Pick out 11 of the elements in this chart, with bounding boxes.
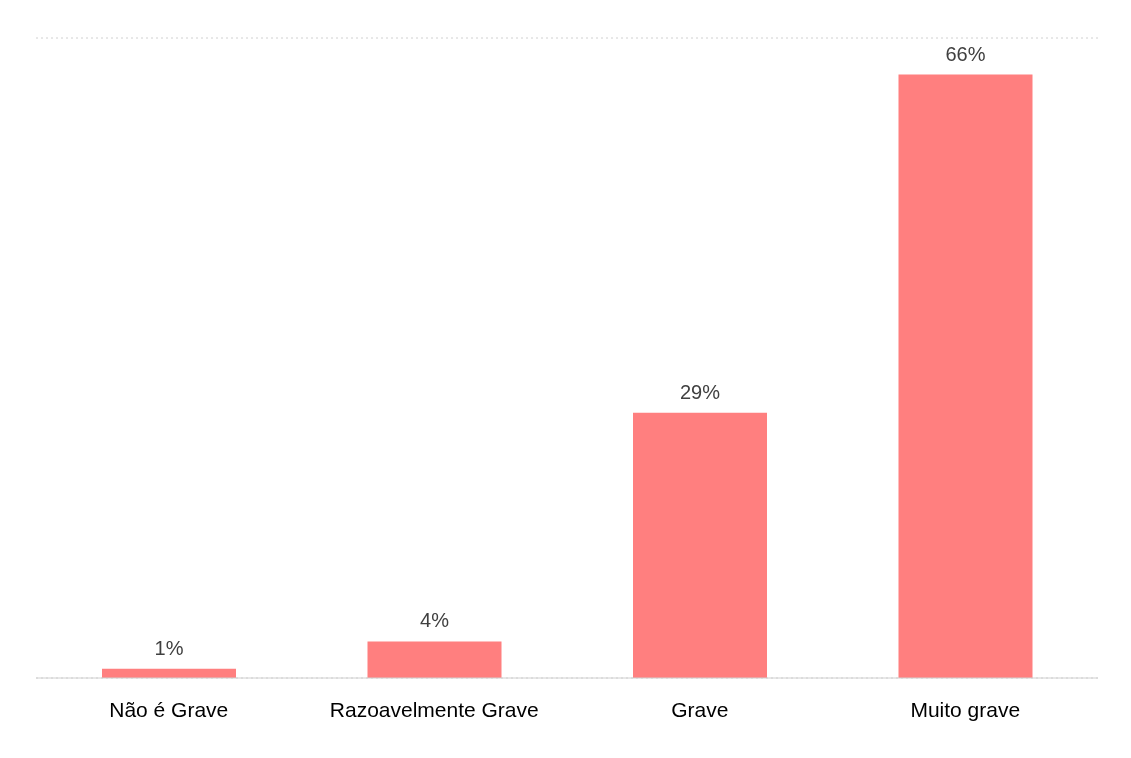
bar (367, 641, 502, 678)
bar (633, 412, 767, 678)
data-label: 29% (679, 380, 721, 403)
x-tick-label: Muito grave (910, 697, 1021, 721)
bar (898, 74, 1033, 678)
data-label: 4% (420, 609, 450, 632)
x-tick-label: Grave (671, 697, 729, 721)
x-tick-label: Não é Grave (109, 697, 229, 721)
data-label: 66% (945, 42, 986, 65)
x-tick-label: Razoavelmente Grave (329, 697, 539, 721)
data-label: 1% (154, 636, 184, 659)
